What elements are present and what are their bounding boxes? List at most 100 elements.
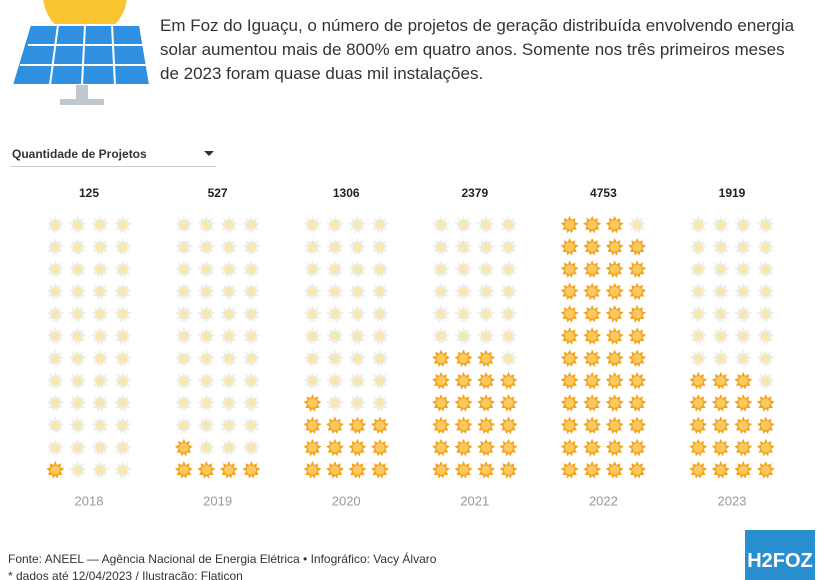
background-icon bbox=[113, 394, 132, 412]
sun-icon bbox=[605, 349, 624, 368]
sun-icon bbox=[560, 327, 579, 345]
sun-icon bbox=[477, 416, 496, 434]
background-icon bbox=[113, 327, 132, 345]
background-icon bbox=[68, 438, 87, 457]
background-icon bbox=[348, 394, 367, 412]
sun-icon bbox=[583, 304, 602, 323]
year-label: 2022 bbox=[589, 493, 618, 508]
background-icon bbox=[113, 371, 132, 390]
background-icon bbox=[219, 438, 238, 457]
sun-icon bbox=[219, 461, 238, 479]
sun-icon bbox=[628, 260, 647, 278]
sun-icon bbox=[711, 438, 730, 457]
sun-icon bbox=[734, 371, 753, 390]
background-icon bbox=[454, 282, 473, 301]
background-icon bbox=[756, 260, 775, 278]
icon-stack bbox=[560, 215, 647, 479]
background-icon bbox=[432, 327, 451, 345]
background-icon bbox=[197, 438, 216, 457]
background-icon bbox=[219, 349, 238, 368]
background-icon bbox=[174, 327, 193, 345]
background-icon bbox=[734, 304, 753, 323]
background-icon bbox=[756, 238, 775, 256]
sun-icon bbox=[303, 416, 322, 434]
background-icon bbox=[68, 282, 87, 301]
background-icon bbox=[46, 371, 65, 390]
background-icon bbox=[174, 394, 193, 412]
background-icon bbox=[68, 416, 87, 434]
source-note: Fonte: ANEEL — Agência Nacional de Energ… bbox=[8, 552, 437, 566]
sun-icon bbox=[303, 461, 322, 479]
sun-icon bbox=[348, 461, 367, 479]
sun-icon bbox=[560, 260, 579, 278]
background-icon bbox=[113, 238, 132, 256]
sun-icon bbox=[711, 461, 730, 479]
sun-icon bbox=[628, 349, 647, 368]
background-icon bbox=[348, 304, 367, 323]
sun-icon bbox=[628, 371, 647, 390]
sun-icon bbox=[174, 438, 193, 457]
sun-icon bbox=[432, 416, 451, 434]
sun-icon bbox=[628, 304, 647, 323]
background-icon bbox=[689, 349, 708, 368]
sun-icon bbox=[711, 371, 730, 390]
background-icon bbox=[113, 438, 132, 457]
background-icon bbox=[219, 260, 238, 278]
background-icon bbox=[46, 282, 65, 301]
sun-icon bbox=[477, 461, 496, 479]
sun-icon bbox=[605, 215, 624, 234]
background-icon bbox=[174, 371, 193, 390]
year-label: 2018 bbox=[75, 493, 104, 508]
background-icon bbox=[91, 461, 110, 479]
background-icon bbox=[348, 215, 367, 234]
background-icon bbox=[174, 260, 193, 278]
background-icon bbox=[499, 260, 518, 278]
background-icon bbox=[197, 238, 216, 256]
background-icon bbox=[454, 327, 473, 345]
sun-icon bbox=[370, 461, 389, 479]
background-icon bbox=[68, 260, 87, 278]
background-icon bbox=[477, 327, 496, 345]
background-icon bbox=[113, 260, 132, 278]
background-icon bbox=[219, 238, 238, 256]
background-icon bbox=[325, 327, 344, 345]
sun-icon bbox=[605, 371, 624, 390]
sun-icon bbox=[454, 349, 473, 368]
background-icon bbox=[325, 215, 344, 234]
background-icon bbox=[219, 282, 238, 301]
sun-icon bbox=[628, 394, 647, 412]
background-icon bbox=[91, 438, 110, 457]
year-label: 2023 bbox=[718, 493, 747, 508]
background-icon bbox=[68, 215, 87, 234]
background-icon bbox=[219, 215, 238, 234]
background-icon bbox=[689, 215, 708, 234]
sun-icon bbox=[734, 438, 753, 457]
background-icon bbox=[348, 260, 367, 278]
background-icon bbox=[303, 371, 322, 390]
sun-icon bbox=[560, 215, 579, 234]
sun-icon bbox=[689, 438, 708, 457]
background-icon bbox=[454, 304, 473, 323]
sun-icon bbox=[605, 260, 624, 278]
data-note: * dados até 12/04/2023 / Ilustração: Fla… bbox=[8, 569, 243, 580]
sun-icon bbox=[583, 260, 602, 278]
year-label: 2021 bbox=[460, 493, 489, 508]
background-icon bbox=[756, 282, 775, 301]
background-icon bbox=[432, 238, 451, 256]
sun-icon bbox=[197, 461, 216, 479]
background-icon bbox=[219, 327, 238, 345]
background-icon bbox=[68, 304, 87, 323]
background-icon bbox=[303, 238, 322, 256]
background-icon bbox=[197, 371, 216, 390]
background-icon bbox=[242, 349, 261, 368]
sun-icon bbox=[628, 461, 647, 479]
background-icon bbox=[174, 349, 193, 368]
measure-dropdown[interactable]: Quantidade de Projetos bbox=[10, 144, 216, 167]
sun-icon bbox=[583, 416, 602, 434]
background-icon bbox=[303, 215, 322, 234]
value-label: 4753 bbox=[590, 186, 617, 200]
background-icon bbox=[113, 215, 132, 234]
background-icon bbox=[756, 327, 775, 345]
sun-icon bbox=[628, 416, 647, 434]
